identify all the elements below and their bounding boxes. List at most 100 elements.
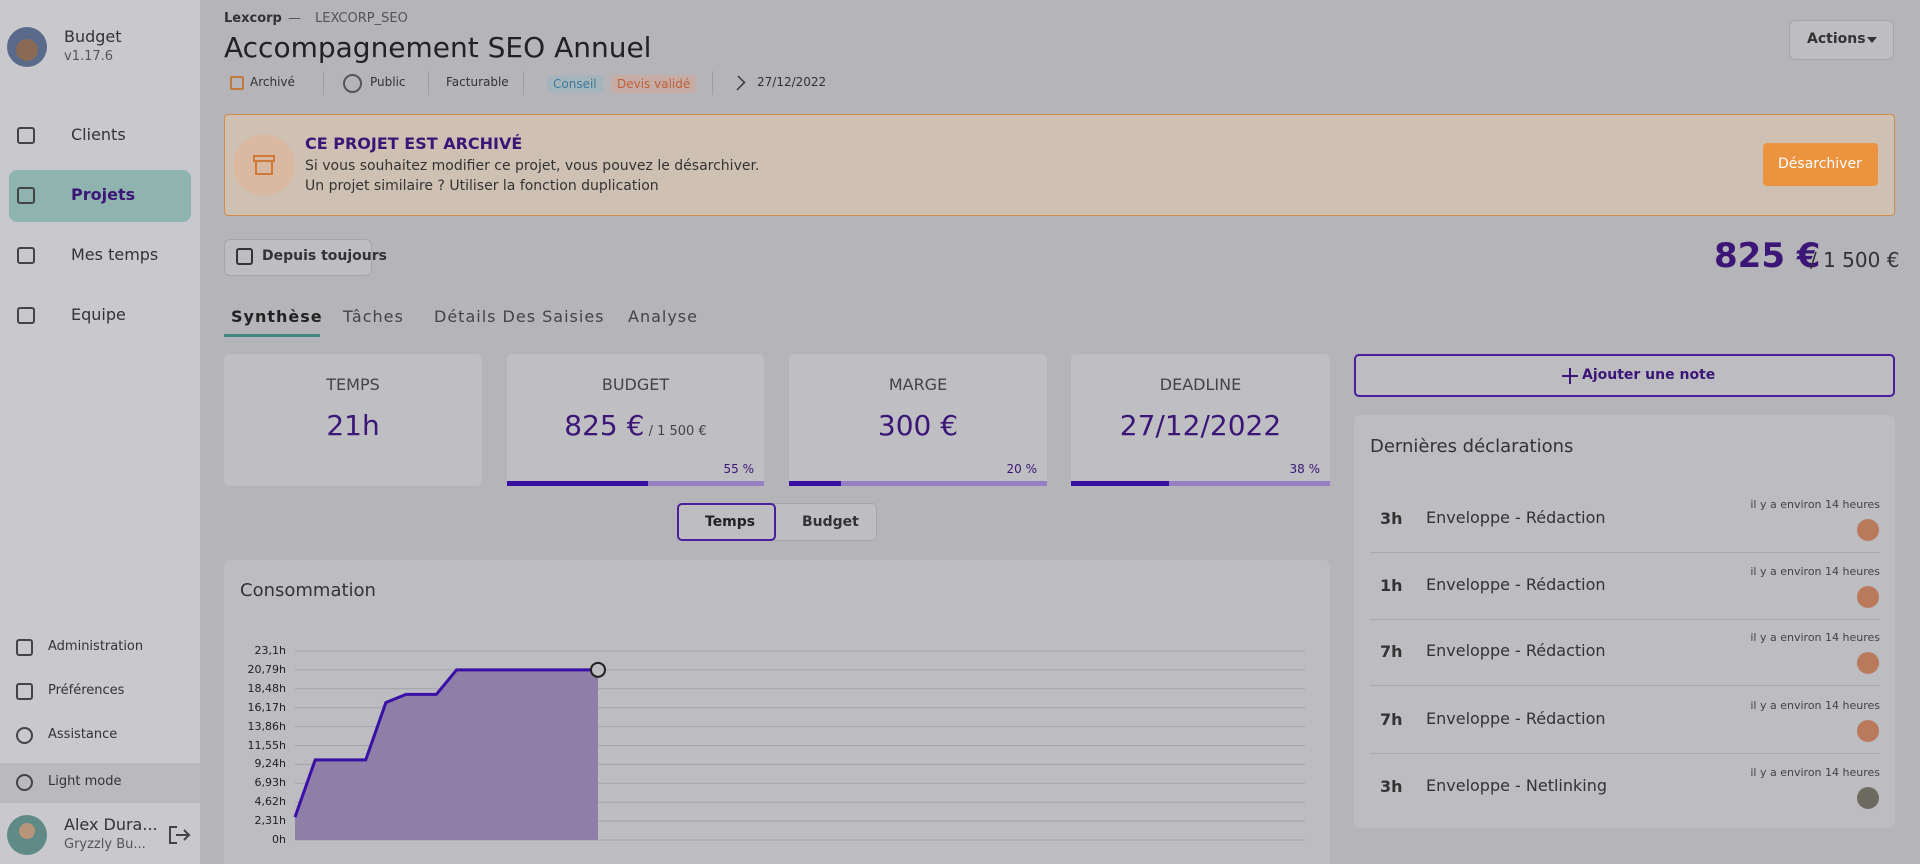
nav-icon xyxy=(17,307,35,324)
nav-highlight xyxy=(9,170,191,222)
banner-title: CE PROJET EST ARCHIVÉ xyxy=(305,134,523,153)
consumption-line xyxy=(293,668,598,818)
card-label: TEMPS xyxy=(326,375,380,394)
note-label[interactable]: Ajouter une note xyxy=(1582,367,1716,383)
bottom-nav-item[interactable]: Administration xyxy=(48,639,144,654)
declaration-task: Enveloppe - Rédaction xyxy=(1426,641,1606,660)
declarations-card xyxy=(1354,415,1895,828)
tag-icon xyxy=(343,74,362,93)
breadcrumb-code: LEXCORP_SEO xyxy=(315,11,408,26)
declaration-hours: 3h xyxy=(1380,509,1403,528)
caret xyxy=(1867,37,1877,48)
bottom-nav-item[interactable]: Assistance xyxy=(48,727,118,742)
bottom-nav-item[interactable]: Light mode xyxy=(48,774,122,789)
declaration-avatar xyxy=(1857,586,1879,608)
nav-icon xyxy=(17,187,35,204)
nav-item[interactable]: Clients xyxy=(71,125,126,144)
tab[interactable]: Analyse xyxy=(628,307,698,326)
user-name: Alex Dura... xyxy=(64,815,158,834)
banner xyxy=(224,114,1895,216)
nav-icon xyxy=(16,639,33,656)
period-button[interactable] xyxy=(224,239,372,276)
declaration-avatar xyxy=(1857,720,1879,742)
toggle-active[interactable] xyxy=(677,503,776,541)
nav-icon xyxy=(16,727,33,744)
tag-icon xyxy=(230,76,244,90)
card-sub: / 1 500 € xyxy=(644,424,707,439)
note-button[interactable] xyxy=(1354,354,1895,397)
actions-label[interactable]: Actions xyxy=(1807,31,1866,47)
declaration-time: il y a environ 14 heures xyxy=(1750,565,1880,578)
declaration-task: Enveloppe - Netlinking xyxy=(1426,776,1608,795)
y-tick-label: 2,31h xyxy=(254,814,286,828)
declaration-time: il y a environ 14 heures xyxy=(1750,766,1880,779)
y-tick-label: 13,86h xyxy=(247,719,286,733)
declaration-hours: 3h xyxy=(1380,777,1403,796)
stat-card xyxy=(224,354,482,486)
tag: Conseil xyxy=(547,75,603,93)
y-tick-label: 20,79h xyxy=(247,662,286,676)
stat-card xyxy=(1071,354,1330,486)
breadcrumb-client: Lexcorp xyxy=(224,11,282,26)
declaration-time: il y a environ 14 heures xyxy=(1750,631,1880,644)
progress-label: 38 % xyxy=(1289,462,1321,476)
nav-icon xyxy=(17,247,35,264)
plus-icon xyxy=(1569,368,1571,384)
logout-icon[interactable] xyxy=(168,825,191,845)
nav-item[interactable]: Mes temps xyxy=(71,245,159,264)
y-tick-label: 16,17h xyxy=(247,700,286,714)
card-label: MARGE xyxy=(888,375,948,394)
declarations-title: Dernières déclarations xyxy=(1370,436,1574,457)
consumption-area xyxy=(295,669,598,840)
card-value: 300 € xyxy=(877,409,959,442)
declaration-task: Enveloppe - Rédaction xyxy=(1426,508,1606,527)
unarchive-button[interactable] xyxy=(1763,143,1878,186)
nav-item[interactable]: Equipe xyxy=(71,305,126,324)
declaration-time: il y a environ 14 heures xyxy=(1750,498,1880,511)
divider xyxy=(523,71,524,95)
unarchive-label[interactable]: Désarchiver xyxy=(1778,156,1862,172)
tag: Devis validé xyxy=(611,75,697,93)
page-title: Accompagnement SEO Annuel xyxy=(224,31,652,64)
tab-underline xyxy=(224,334,320,337)
card-value: 27/12/2022 xyxy=(1119,409,1282,442)
y-tick-label: 9,24h xyxy=(254,757,286,771)
banner-line: Si vous souhaitez modifier ce projet, vo… xyxy=(305,158,760,174)
user-company: Gryzzly Bu... xyxy=(64,837,146,852)
tab[interactable]: Détails Des Saisies xyxy=(434,307,605,326)
y-tick-label: 18,48h xyxy=(247,681,286,695)
declaration-hours: 7h xyxy=(1380,710,1403,729)
row-divider xyxy=(1370,685,1880,686)
y-tick-label: 4,62h xyxy=(254,795,286,809)
progress-fill xyxy=(507,481,649,486)
last-point xyxy=(590,661,606,678)
tag: 27/12/2022 xyxy=(757,75,827,89)
toggle-option[interactable]: Budget xyxy=(802,514,859,530)
nav-item[interactable]: Projets xyxy=(71,185,136,204)
calendar-icon xyxy=(236,248,253,265)
toggle-option[interactable]: Temps xyxy=(705,514,756,530)
declaration-hours: 7h xyxy=(1380,642,1403,661)
row-divider xyxy=(1370,552,1880,553)
declaration-time: il y a environ 14 heures xyxy=(1750,699,1880,712)
card-label: BUDGET xyxy=(601,375,670,394)
total-amount: 825 € xyxy=(1714,236,1821,276)
banner-line: Un projet similaire ? Utiliser la foncti… xyxy=(305,178,659,194)
card-label: DEADLINE xyxy=(1159,375,1242,394)
divider xyxy=(712,71,713,95)
nav-icon xyxy=(17,127,35,144)
bottom-nav-item[interactable]: Préférences xyxy=(48,683,125,698)
stat-card xyxy=(507,354,764,486)
banner-icon xyxy=(233,134,295,196)
tab[interactable]: Synthèse xyxy=(231,307,323,326)
total-budget: / 1 500 € xyxy=(1810,248,1900,272)
sidebar xyxy=(0,0,200,864)
nav-icon xyxy=(16,774,33,791)
declaration-avatar xyxy=(1857,787,1879,809)
breadcrumb-sep: — xyxy=(288,11,301,26)
logo xyxy=(7,27,47,67)
period-label[interactable]: Depuis toujours xyxy=(262,248,388,264)
tab[interactable]: Tâches xyxy=(343,307,404,326)
y-tick-label: 6,93h xyxy=(254,776,286,790)
